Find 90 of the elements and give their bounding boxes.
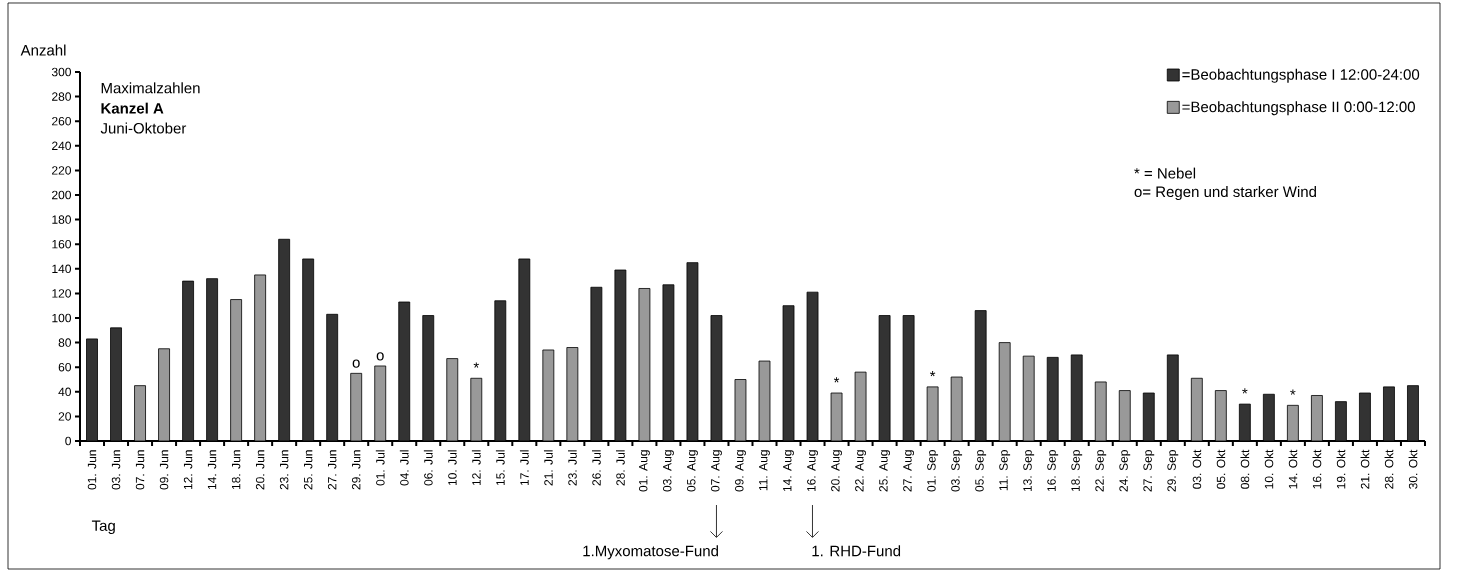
x-tick-label: 13. Sep xyxy=(1023,450,1035,492)
y-tick-label: 40 xyxy=(58,387,71,397)
x-tick-label: 21. Okt xyxy=(1360,449,1370,489)
y-tick-label: 300 xyxy=(51,67,71,77)
y-tick-label: 80 xyxy=(58,338,71,347)
x-tick-label: 01. Sep xyxy=(927,450,939,492)
x-tick-label: 03. Okt xyxy=(1192,449,1202,489)
x-tick-label: 05. Sep xyxy=(975,450,987,492)
x-tick-label: 22. Aug xyxy=(855,450,867,492)
x-tick-label: 14. Aug xyxy=(783,450,794,492)
x-tick-label: 21. Jul xyxy=(543,450,553,486)
x-tick-label: 23. Jul xyxy=(567,450,577,486)
x-tick-label: 24. Sep xyxy=(1119,450,1131,492)
annotation: * xyxy=(833,377,840,383)
x-tick-label: 18. Sep xyxy=(1071,450,1083,492)
x-tick-label: 28. Okt xyxy=(1384,449,1394,489)
y-tick-label: 260 xyxy=(52,116,71,126)
y-tick-label: 100 xyxy=(52,313,71,323)
y-axis-title: Anzahl xyxy=(20,44,66,56)
x-tick-label: 27. Sep xyxy=(1143,450,1155,492)
x-tick-label: 01. Jul xyxy=(375,450,385,486)
y-tick-label: 60 xyxy=(58,362,71,372)
x-tick-label: 29. Sep xyxy=(1167,450,1179,492)
x-tick-label: 23. Jun xyxy=(279,450,289,490)
text: Kanzel A xyxy=(101,102,164,114)
x-tick-label: 11. Aug xyxy=(759,450,770,491)
text: Maximalzahlen xyxy=(101,82,200,94)
annotation: o= Regen und starker Wind xyxy=(1134,186,1316,201)
annotation: * xyxy=(1242,388,1248,394)
annotation: * = Nebel xyxy=(1134,167,1196,179)
x-axis-title: Tag xyxy=(91,520,115,534)
annotation: * xyxy=(929,371,936,377)
x-tick-label: 16. Sep xyxy=(1047,450,1059,492)
y-tick-label: 240 xyxy=(52,141,71,151)
x-tick-label: 20. Aug xyxy=(831,450,842,492)
x-tick-label: 27. Jun xyxy=(327,450,337,490)
y-tick-label: 180 xyxy=(52,215,71,224)
x-tick-label: 05. Aug xyxy=(687,450,698,492)
x-tick-label: 27. Aug xyxy=(903,450,915,492)
x-tick-label: 26. Jul xyxy=(591,450,601,486)
x-tick-label: 07. Jun xyxy=(135,450,145,490)
x-tick-label: 16. Okt xyxy=(1312,449,1322,489)
x-tick-label: 25. Jun xyxy=(303,450,313,490)
x-tick-label: 06. Jul xyxy=(423,450,433,486)
x-tick-label: 08. Okt xyxy=(1240,449,1250,489)
y-tick-label: 280 xyxy=(52,92,71,101)
y-tick-label: 140 xyxy=(52,264,71,274)
text: 1.Myxomatose-Fund xyxy=(583,545,718,560)
x-tick-label: 04. Jul xyxy=(399,450,409,486)
x-tick-label: 12. Jul xyxy=(471,450,481,486)
x-tick-label: 29. Jun xyxy=(351,450,361,490)
y-tick-label: 0 xyxy=(65,436,72,446)
annotation: Juni-Oktober xyxy=(100,122,187,134)
y-tick-label: 120 xyxy=(52,289,71,298)
x-tick-label: 20. Jun xyxy=(255,450,265,490)
x-tick-label: 18. Jun xyxy=(231,450,241,490)
x-tick-label: 14. Jun xyxy=(207,450,217,490)
y-tick-label: 220 xyxy=(52,166,71,175)
x-tick-label: 09. Jun xyxy=(159,450,169,490)
annotation: o xyxy=(352,359,360,368)
x-tick-label: 11. Sep xyxy=(999,450,1011,491)
x-tick-label: 17. Jul xyxy=(519,450,529,486)
annotation: o xyxy=(376,352,384,361)
annotation: * xyxy=(473,362,479,368)
x-tick-label: 09. Aug xyxy=(735,450,746,492)
x-tick-label: 07. Aug xyxy=(711,450,722,492)
x-tick-label: 22. Sep xyxy=(1095,450,1107,492)
y-tick-label: 160 xyxy=(52,239,71,249)
x-tick-label: 03. Aug xyxy=(663,450,674,492)
x-tick-label: 10. Okt xyxy=(1264,449,1274,489)
text: 1. RHD-Fund xyxy=(812,545,901,557)
x-tick-label: 25. Aug xyxy=(879,450,891,492)
y-tick-label: 20 xyxy=(58,412,71,421)
x-tick-label: 01. Aug xyxy=(638,450,650,492)
y-tick-label: 200 xyxy=(52,190,71,200)
x-tick-label: 19. Okt xyxy=(1336,449,1346,489)
x-tick-label: 12. Jun xyxy=(183,450,193,490)
x-tick-label: 10. Jul xyxy=(447,450,457,486)
x-tick-label: 16. Aug xyxy=(807,450,818,492)
x-tick-label: 14. Okt xyxy=(1288,449,1298,489)
x-tick-label: 15. Jul xyxy=(495,450,505,486)
x-tick-label: 03. Jun xyxy=(111,450,121,490)
annotation: * xyxy=(1290,389,1296,395)
legend-label: =Beobachtungsphase II 0:00-12:00 xyxy=(1182,101,1415,116)
x-tick-label: 01. Jun xyxy=(87,450,97,490)
x-tick-label: 05. Okt xyxy=(1216,449,1226,489)
x-tick-label: 30. Okt xyxy=(1408,449,1418,489)
x-tick-label: 28. Jul xyxy=(616,450,625,486)
x-tick-label: 03. Sep xyxy=(951,450,963,492)
legend-label: =Beobachtungsphase I 12:00-24:00 xyxy=(1182,68,1420,83)
